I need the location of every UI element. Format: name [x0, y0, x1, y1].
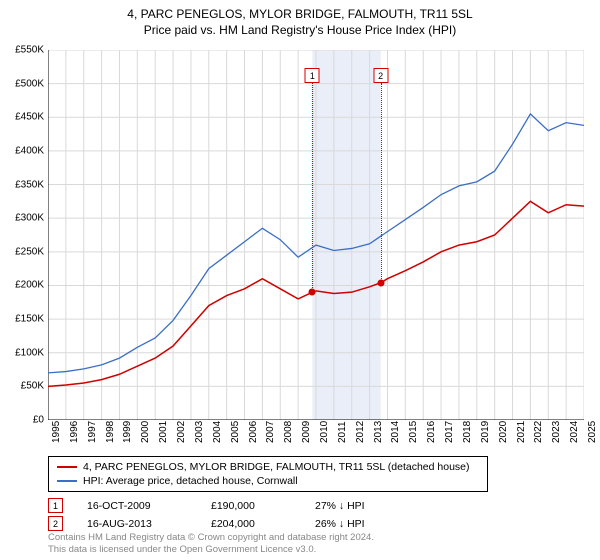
- ytick-label: £250K: [0, 246, 44, 257]
- ytick-label: £500K: [0, 78, 44, 89]
- marker-date: 16-OCT-2009: [87, 500, 187, 512]
- chart-marker-badge: 1: [305, 68, 320, 83]
- title-block: 4, PARC PENEGLOS, MYLOR BRIDGE, FALMOUTH…: [0, 0, 600, 38]
- xtick-label: 2024: [569, 421, 580, 443]
- marker-dot: [309, 289, 316, 296]
- xtick-label: 2007: [265, 421, 276, 443]
- legend-text: HPI: Average price, detached house, Corn…: [83, 475, 298, 487]
- ytick-label: £450K: [0, 112, 44, 123]
- xtick-label: 2000: [140, 421, 151, 443]
- title-line-1: 4, PARC PENEGLOS, MYLOR BRIDGE, FALMOUTH…: [0, 6, 600, 22]
- xtick-label: 2023: [551, 421, 562, 443]
- marker-price: £190,000: [211, 500, 291, 512]
- marker-data-row: 1 16-OCT-2009 £190,000 27% ↓ HPI: [48, 498, 365, 513]
- legend-row: HPI: Average price, detached house, Corn…: [57, 474, 479, 488]
- ytick-label: £400K: [0, 145, 44, 156]
- xtick-label: 2019: [480, 421, 491, 443]
- xtick-label: 2006: [248, 421, 259, 443]
- footer-line-2: This data is licensed under the Open Gov…: [48, 544, 374, 556]
- chart-marker-badge: 2: [373, 68, 388, 83]
- marker-date: 16-AUG-2013: [87, 518, 187, 530]
- legend-row: 4, PARC PENEGLOS, MYLOR BRIDGE, FALMOUTH…: [57, 460, 479, 474]
- xtick-label: 2001: [158, 421, 169, 443]
- ytick-label: £50K: [0, 381, 44, 392]
- xtick-label: 2002: [176, 421, 187, 443]
- xtick-label: 2005: [230, 421, 241, 443]
- xtick-label: 2012: [355, 421, 366, 443]
- xtick-label: 2025: [587, 421, 598, 443]
- ytick-label: £550K: [0, 45, 44, 56]
- marker-vline: [381, 83, 382, 283]
- xtick-label: 2022: [533, 421, 544, 443]
- plot-svg: [48, 50, 584, 420]
- xtick-label: 2009: [301, 421, 312, 443]
- marker-delta: 27% ↓ HPI: [315, 500, 365, 512]
- marker-delta: 26% ↓ HPI: [315, 518, 365, 530]
- xtick-label: 1995: [51, 421, 62, 443]
- marker-badge: 2: [48, 516, 63, 531]
- xtick-label: 2018: [462, 421, 473, 443]
- footer: Contains HM Land Registry data © Crown c…: [48, 532, 374, 556]
- legend-swatch: [57, 466, 77, 468]
- title-line-2: Price paid vs. HM Land Registry's House …: [0, 22, 600, 38]
- xtick-label: 2015: [408, 421, 419, 443]
- chart-area: £0£50K£100K£150K£200K£250K£300K£350K£400…: [48, 50, 584, 420]
- xtick-label: 2017: [444, 421, 455, 443]
- ytick-label: £350K: [0, 179, 44, 190]
- xtick-label: 1997: [87, 421, 98, 443]
- legend-text: 4, PARC PENEGLOS, MYLOR BRIDGE, FALMOUTH…: [83, 461, 470, 473]
- xtick-label: 2014: [390, 421, 401, 443]
- marker-dot: [377, 279, 384, 286]
- xtick-label: 2020: [498, 421, 509, 443]
- xtick-label: 2004: [212, 421, 223, 443]
- xtick-label: 2008: [283, 421, 294, 443]
- footer-line-1: Contains HM Land Registry data © Crown c…: [48, 532, 374, 544]
- xtick-label: 2003: [194, 421, 205, 443]
- marker-vline: [312, 83, 313, 292]
- marker-badge: 1: [48, 498, 63, 513]
- marker-price: £204,000: [211, 518, 291, 530]
- xtick-label: 2010: [319, 421, 330, 443]
- ytick-label: £0: [0, 415, 44, 426]
- ytick-label: £150K: [0, 314, 44, 325]
- legend-swatch: [57, 480, 77, 482]
- ytick-label: £300K: [0, 213, 44, 224]
- xtick-label: 2021: [516, 421, 527, 443]
- legend-box: 4, PARC PENEGLOS, MYLOR BRIDGE, FALMOUTH…: [48, 456, 488, 492]
- xtick-label: 1996: [69, 421, 80, 443]
- xtick-label: 2013: [373, 421, 384, 443]
- chart-container: 4, PARC PENEGLOS, MYLOR BRIDGE, FALMOUTH…: [0, 0, 600, 560]
- xtick-label: 1999: [122, 421, 133, 443]
- xtick-label: 2016: [426, 421, 437, 443]
- ytick-label: £200K: [0, 280, 44, 291]
- marker-data-row: 2 16-AUG-2013 £204,000 26% ↓ HPI: [48, 516, 365, 531]
- xtick-label: 2011: [337, 421, 348, 443]
- ytick-label: £100K: [0, 347, 44, 358]
- xtick-label: 1998: [105, 421, 116, 443]
